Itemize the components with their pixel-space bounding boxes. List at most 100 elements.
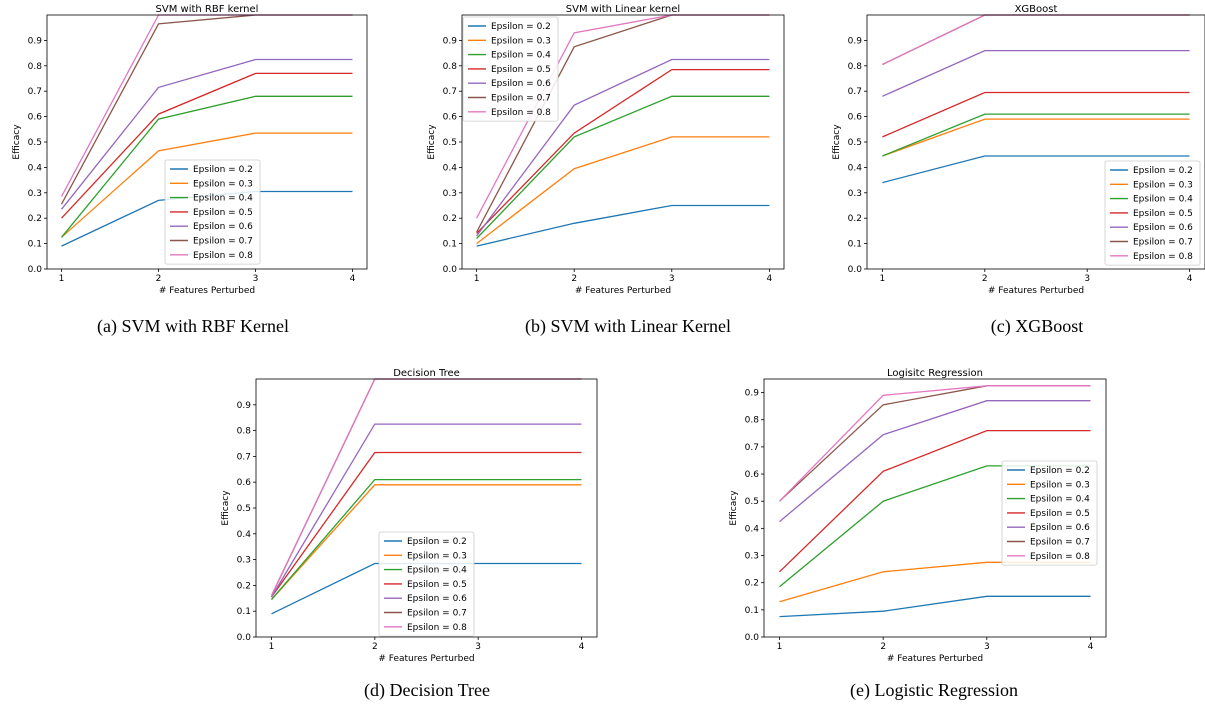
y-tick-label: 0.7 [237, 452, 251, 462]
y-tick-label: 0.0 [848, 265, 863, 275]
legend-entry: Epsilon = 0.3 [1030, 480, 1090, 490]
chart-panel-2: XGBoost 0.0 0.1 0.2 0.3 0.4 0.5 0.6 0.7 0.8 0.9 1 2 3… [832, 4, 1205, 296]
legend-entry: Epsilon = 0.6 [193, 222, 253, 232]
y-tick-label: 0.0 [745, 633, 760, 643]
y-axis-label: Efficacy [12, 124, 22, 160]
plot-frame [46, 14, 368, 270]
x-tick-label: 3 [984, 642, 990, 652]
y-tick-label: 0.2 [443, 214, 457, 224]
y-tick-label: 0.3 [28, 189, 42, 199]
legend-entry: Epsilon = 0.4 [1133, 195, 1193, 205]
legend: Epsilon = 0.2 Epsilon = 0.3 Epsilon = 0.4 E… [378, 531, 475, 637]
series-line-epsilon-0-3 [271, 484, 582, 601]
y-tick-label: 0.5 [848, 138, 862, 148]
x-tick-label: 3 [253, 274, 259, 284]
legend-entry: Epsilon = 0.4 [1030, 495, 1090, 505]
caption-d: (d) Decision Tree [364, 680, 490, 700]
legend-box [1104, 160, 1201, 266]
chart-title: SVM with Linear kernel [566, 4, 680, 15]
legend-entry: Epsilon = 0.7 [1030, 538, 1090, 548]
y-tick-label: 0.1 [237, 607, 251, 617]
chart-panel-3: Decision Tree 0.0 0.1 0.2 0.3 0.4 0.5 0.6 0.7 0.8… [221, 368, 598, 664]
y-tick-label: 0.6 [745, 470, 760, 480]
legend-entry: Epsilon = 0.2 [1030, 466, 1090, 476]
legend-box [378, 531, 475, 637]
y-tick-label: 0.8 [28, 62, 43, 72]
legend-entry: Epsilon = 0.4 [491, 51, 551, 61]
legend-entry: Epsilon = 0.8 [491, 108, 551, 118]
y-axis-label: Efficacy [832, 124, 842, 160]
legend: Epsilon = 0.2 Epsilon = 0.3 Epsilon = 0.4 E… [1001, 460, 1098, 566]
legend-entry: Epsilon = 0.7 [193, 237, 253, 247]
y-tick-label: 0.4 [28, 163, 43, 173]
y-tick-label: 0.5 [443, 138, 457, 148]
series-line-epsilon-0-4 [60, 95, 353, 238]
legend-entry: Epsilon = 0.4 [193, 194, 253, 204]
chart-title: SVM with RBF kernel [156, 4, 259, 15]
y-tick-label: 0.3 [237, 556, 251, 566]
y-tick-label: 0.7 [28, 87, 42, 97]
x-tick-label: 4 [1088, 642, 1094, 652]
legend-entry: Epsilon = 0.3 [407, 551, 467, 561]
series-line-epsilon-0-6 [779, 400, 1091, 523]
chart-panel-1: SVM with Linear kernel 0.0 0.1 0.2 0.3 0.4 0.5… [427, 4, 785, 296]
x-tick-label: 1 [474, 274, 480, 284]
y-tick-label: 0.1 [848, 240, 862, 250]
caption-b: (b) SVM with Linear Kernel [525, 316, 731, 336]
legend: Epsilon = 0.2 Epsilon = 0.3 Epsilon = 0.4 E… [462, 16, 559, 122]
y-tick-label: 0.7 [745, 443, 759, 453]
legend-entry: Epsilon = 0.2 [1133, 166, 1193, 176]
y-axis-label: Efficacy [221, 490, 231, 526]
y-tick-label: 0.7 [443, 87, 457, 97]
x-tick-label: 1 [777, 642, 783, 652]
y-tick-label: 0.8 [443, 62, 458, 72]
x-axis-label: # Features Perturbed [159, 286, 255, 296]
x-tick-label: 1 [59, 274, 65, 284]
series-line-epsilon-0-6 [882, 49, 1190, 97]
caption-a: (a) SVM with RBF Kernel [97, 316, 289, 336]
legend-box [1001, 460, 1098, 566]
y-tick-label: 0.5 [28, 138, 42, 148]
x-tick-label: 2 [372, 642, 378, 652]
series-line-epsilon-0-5 [779, 429, 1091, 573]
series-line-epsilon-0-4 [476, 95, 770, 239]
y-tick-label: 0.9 [443, 36, 458, 46]
legend-entry: Epsilon = 0.3 [193, 179, 253, 189]
y-tick-label: 0.2 [237, 581, 251, 591]
x-tick-label: 2 [156, 274, 162, 284]
y-tick-label: 0.3 [848, 189, 862, 199]
series-line-epsilon-0-5 [882, 91, 1190, 138]
legend-entry: Epsilon = 0.7 [407, 609, 467, 619]
legend-entry: Epsilon = 0.2 [491, 22, 551, 32]
series-line-epsilon-0-4 [882, 113, 1190, 157]
x-axis-label: # Features Perturbed [575, 286, 671, 296]
legend-entry: Epsilon = 0.6 [1030, 523, 1090, 533]
series-line-epsilon-0-8 [882, 14, 1190, 66]
series-line-epsilon-0-5 [61, 72, 353, 219]
x-tick-label: 3 [1084, 274, 1090, 284]
x-tick-label: 2 [880, 642, 886, 652]
chart-panel-0: SVM with RBF kernel 0.0 0.1 0.2 0.3 0.4 0.5 0.6… [12, 4, 368, 296]
x-axis-label: # Features Perturbed [378, 654, 474, 664]
plot-frame [461, 14, 785, 270]
legend: Epsilon = 0.2 Epsilon = 0.3 Epsilon = 0.4 E… [1104, 160, 1201, 266]
y-tick-label: 0.1 [28, 240, 42, 250]
series-line-epsilon-0-5 [270, 451, 582, 598]
y-tick-label: 0.1 [443, 240, 457, 250]
x-tick-label: 4 [766, 274, 772, 284]
y-tick-label: 0.0 [443, 265, 458, 275]
y-tick-label: 0.3 [745, 552, 759, 562]
series-line-epsilon-0-3 [61, 132, 353, 238]
legend-entry: Epsilon = 0.6 [491, 79, 551, 89]
legend-entry: Epsilon = 0.7 [491, 94, 551, 104]
chart-title: Logisitc Regression [887, 368, 983, 379]
y-tick-label: 0.0 [237, 633, 252, 643]
y-tick-label: 0.4 [848, 163, 863, 173]
legend-box [462, 16, 559, 122]
series-line-epsilon-0-6 [60, 58, 353, 210]
x-tick-label: 3 [475, 642, 481, 652]
x-tick-label: 4 [579, 642, 585, 652]
legend-entry: Epsilon = 0.8 [407, 623, 467, 633]
chart-panel-4: Logisitc Regression 0.0 0.1 0.2 0.3 0.4 0.5 0.6… [729, 368, 1107, 664]
